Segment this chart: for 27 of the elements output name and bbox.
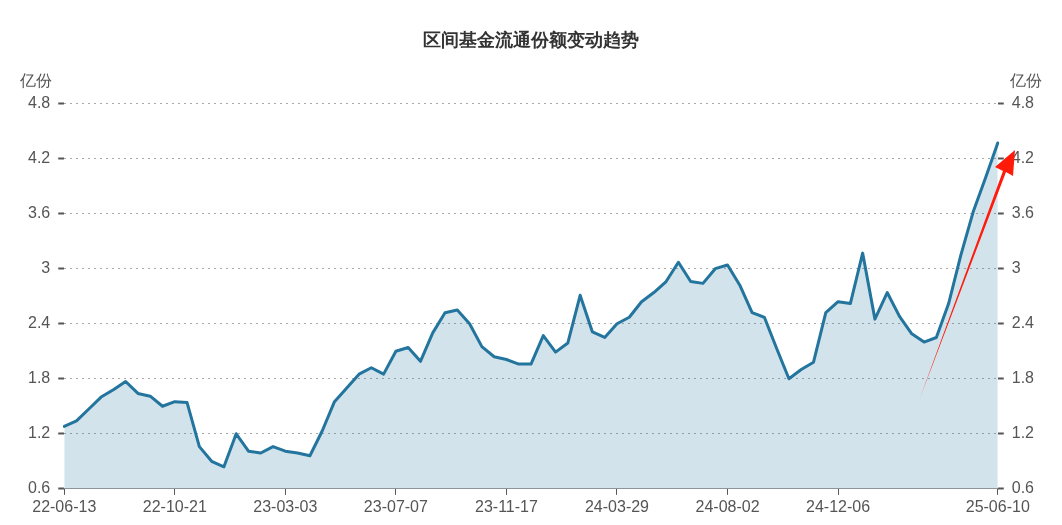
- y-tick-label: 4.2: [27, 149, 51, 167]
- y2-tick-label: 1.2: [1011, 424, 1035, 442]
- y2-tick-label: 1.8: [1011, 369, 1035, 387]
- y2-axis-title: 亿份: [1009, 72, 1042, 90]
- y-tick-label: 1.8: [27, 369, 51, 387]
- y-tick-label: 2.4: [27, 314, 51, 332]
- chart-title: 区间基金流通份额变动趋势: [423, 29, 639, 50]
- x-tick-label: 23-03-03: [253, 497, 318, 515]
- y-tick-label: 3.6: [27, 204, 51, 222]
- y-tick-label: 4.8: [27, 94, 51, 112]
- y2-tick-label: 2.4: [1011, 314, 1035, 332]
- x-tick-label: 25-06-10: [965, 497, 1030, 515]
- y2-tick-label: 4.8: [1011, 94, 1035, 112]
- y-tick-label: 3: [41, 259, 51, 277]
- y-tick-label: 1.2: [27, 424, 51, 442]
- x-tick-label: 24-12-06: [806, 497, 871, 515]
- y-tick-label: 0.6: [27, 479, 51, 497]
- x-tick-label: 23-07-07: [363, 497, 429, 515]
- y2-tick-label: 0.6: [1011, 479, 1035, 497]
- y-axis-title: 亿份: [19, 72, 52, 90]
- x-tick-label: 22-06-13: [32, 497, 97, 515]
- x-tick-label: 24-03-29: [584, 497, 650, 515]
- y2-tick-label: 3: [1011, 259, 1021, 277]
- x-tick-label: 23-11-17: [475, 497, 538, 515]
- x-tick-label: 24-08-02: [695, 497, 760, 515]
- x-tick-label: 22-10-21: [142, 497, 207, 515]
- y2-tick-label: 3.6: [1011, 204, 1035, 222]
